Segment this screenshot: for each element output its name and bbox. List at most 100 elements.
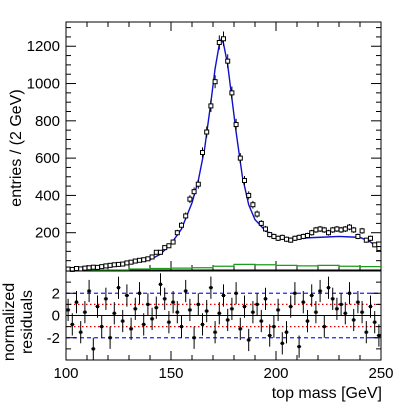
residual-point-marker <box>327 286 330 290</box>
data-point-marker <box>246 192 252 198</box>
residual-point-marker <box>163 297 167 301</box>
residual-point-marker <box>272 325 276 329</box>
data-point <box>279 234 285 241</box>
data-point <box>116 261 121 267</box>
residual-point-marker <box>83 310 87 314</box>
residual-point <box>301 291 306 314</box>
residual-point <box>183 279 188 303</box>
residual-point-marker <box>352 318 356 322</box>
data-point-marker <box>200 150 205 156</box>
residual-point <box>330 287 335 310</box>
data-point-marker <box>254 211 260 217</box>
data-point-marker <box>242 177 247 183</box>
residual-point <box>225 308 230 332</box>
data-point-marker <box>65 266 71 272</box>
data-point-marker <box>74 266 79 272</box>
residual-point-marker <box>318 289 322 293</box>
residuals-y-axis-title-line1: normalized <box>1 283 18 361</box>
data-point <box>141 257 147 263</box>
residual-point-marker <box>247 338 251 342</box>
residual-point <box>150 307 155 330</box>
data-point <box>330 226 336 233</box>
data-point-marker <box>153 249 159 255</box>
data-point-marker <box>107 262 113 268</box>
residual-point-marker <box>310 293 314 297</box>
residual-point-marker <box>360 310 364 314</box>
data-point-marker <box>317 226 323 232</box>
residual-point-marker <box>87 289 91 293</box>
residual-point-marker <box>142 322 146 326</box>
data-point <box>95 264 100 270</box>
residual-point <box>355 291 360 314</box>
residual-point <box>271 315 276 338</box>
residual-point-marker <box>167 320 171 324</box>
data-point <box>65 266 71 272</box>
data-point <box>153 249 159 255</box>
data-point-marker <box>204 129 210 135</box>
data-point <box>363 237 369 243</box>
data-point-marker <box>170 239 176 245</box>
residual-point <box>372 311 377 334</box>
residual-point <box>145 293 150 316</box>
residual-point <box>192 326 197 349</box>
residual-point-marker <box>322 325 326 329</box>
residual-point-marker <box>369 305 372 309</box>
residual-point-marker <box>104 297 108 301</box>
residual-point <box>313 301 318 324</box>
residual-point <box>263 287 268 310</box>
residual-point-marker <box>75 300 78 304</box>
data-point <box>124 260 130 266</box>
main-frame <box>65 21 382 271</box>
residual-point-marker <box>175 310 179 314</box>
residual-point-marker <box>280 341 284 345</box>
data-point-marker <box>359 228 365 234</box>
data-point <box>347 224 352 231</box>
residual-point <box>322 315 327 338</box>
residual-point <box>234 282 239 305</box>
data-point <box>212 75 218 89</box>
residual-point <box>120 309 125 333</box>
data-point-marker <box>216 40 222 46</box>
residual-point <box>166 311 171 334</box>
data-point-marker <box>250 202 256 208</box>
residual-point <box>196 293 201 316</box>
residual-point-marker <box>213 330 217 334</box>
residual-point-marker <box>343 311 347 315</box>
residual-point-marker <box>289 305 293 309</box>
x-tick-label: 150 <box>158 365 183 382</box>
data-point-marker <box>300 233 306 239</box>
data-point <box>179 222 184 229</box>
residual-point-marker <box>138 291 141 295</box>
data-point <box>183 212 189 220</box>
residual-point <box>108 326 113 349</box>
residual-point <box>87 279 92 303</box>
residual-point-marker <box>146 302 150 306</box>
residual-point-marker <box>331 297 335 301</box>
data-point <box>208 99 214 112</box>
residual-point-marker <box>335 307 339 311</box>
data-point-marker <box>132 258 138 264</box>
data-point-marker <box>271 233 277 239</box>
data-point-marker <box>237 155 243 161</box>
data-point-marker <box>279 234 285 240</box>
residual-point <box>217 302 222 325</box>
data-point <box>225 54 231 69</box>
data-point <box>145 256 151 262</box>
data-point <box>137 257 142 263</box>
data-point-marker <box>145 256 151 262</box>
data-point-marker <box>233 122 239 128</box>
data-point <box>359 227 365 234</box>
data-point <box>86 265 92 271</box>
residual-point-marker <box>364 330 368 334</box>
residual-point <box>376 324 381 347</box>
data-point <box>296 234 302 241</box>
data-point <box>191 187 197 196</box>
residual-point <box>292 282 297 305</box>
residual-point <box>259 309 264 333</box>
data-point-marker <box>103 263 109 269</box>
residual-point <box>255 293 260 316</box>
residual-point <box>242 295 247 318</box>
data-point <box>254 210 260 218</box>
residual-point <box>187 298 192 322</box>
residual-point <box>229 297 234 320</box>
